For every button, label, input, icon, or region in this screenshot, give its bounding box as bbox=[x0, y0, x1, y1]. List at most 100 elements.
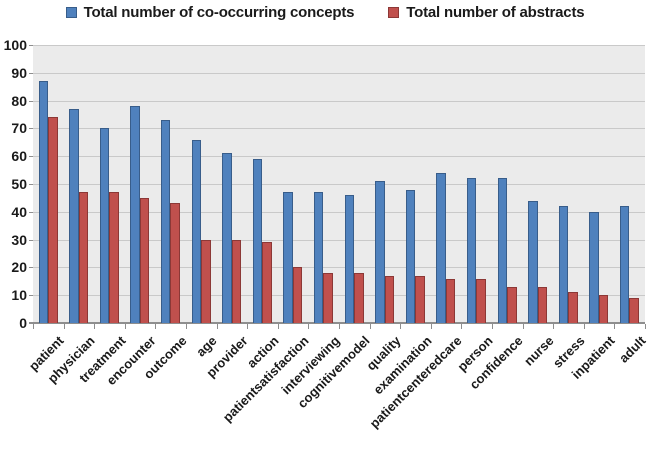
y-tick-label: 40 bbox=[11, 203, 27, 220]
y-axis-tickmark bbox=[29, 156, 33, 158]
gridline bbox=[33, 100, 645, 102]
y-axis-tickmark bbox=[29, 72, 33, 74]
bar-abstracts-interviewing bbox=[323, 272, 333, 323]
bar-concepts-inpatient bbox=[589, 211, 599, 323]
x-axis-tickmark bbox=[247, 324, 249, 329]
y-tick-label: 50 bbox=[11, 176, 27, 192]
bar-concepts-adult bbox=[619, 206, 630, 323]
legend-item-concepts: Total number of co-occurring concepts bbox=[65, 3, 355, 21]
bar-abstracts-age bbox=[201, 239, 211, 323]
bar-abstracts-patientcenteredcare bbox=[445, 278, 456, 323]
bar-abstracts-inpatient bbox=[598, 295, 609, 323]
bar-group-outcome bbox=[155, 45, 186, 323]
x-axis-tickmark bbox=[645, 324, 646, 329]
bar-concepts-outcome bbox=[160, 120, 171, 323]
y-axis-tickmark bbox=[29, 184, 33, 185]
bar-group-person bbox=[461, 45, 492, 323]
bar-concepts-quality bbox=[375, 181, 385, 323]
bar-concepts-treatment bbox=[99, 128, 110, 323]
y-axis-tickmark bbox=[29, 267, 33, 269]
x-axis-tickmark bbox=[430, 324, 432, 329]
x-axis-tickmark bbox=[553, 324, 555, 329]
x-axis-tickmark bbox=[492, 324, 493, 329]
x-axis-tickmark bbox=[614, 324, 616, 329]
y-tick-label: 60 bbox=[11, 148, 27, 165]
bar-group-stress bbox=[553, 45, 584, 323]
y-axis-tickmark bbox=[29, 128, 33, 130]
y-axis-tickmark bbox=[29, 211, 33, 213]
legend-swatch-abstracts-icon bbox=[388, 6, 400, 18]
bar-abstracts-physician bbox=[78, 192, 89, 323]
bar-group-provider bbox=[217, 45, 248, 323]
bar-concepts-nurse bbox=[528, 200, 538, 323]
bar-concepts-patient bbox=[38, 81, 48, 323]
bar-concepts-provider bbox=[222, 153, 232, 323]
bar-group-patient bbox=[33, 45, 64, 323]
gridline bbox=[33, 211, 645, 213]
x-axis-tickmark bbox=[216, 324, 218, 329]
bar-concepts-patientsatisfaction bbox=[283, 192, 293, 323]
bar-group-confidence bbox=[492, 45, 523, 323]
chart-legend: Total number of co-occurring concepts To… bbox=[0, 0, 650, 24]
x-axis-tickmark bbox=[308, 324, 310, 329]
bar-concepts-encounter bbox=[130, 106, 140, 323]
bar-group-age bbox=[186, 45, 217, 323]
bar-group-patientcenteredcare bbox=[431, 45, 462, 323]
plot-area bbox=[29, 45, 645, 324]
x-axis-tickmark bbox=[277, 324, 279, 329]
gridline bbox=[33, 295, 645, 297]
y-tick-label: 20 bbox=[11, 259, 27, 276]
gridline bbox=[33, 72, 645, 74]
bar-abstracts-stress bbox=[568, 292, 578, 323]
bar-abstracts-adult bbox=[629, 297, 639, 323]
y-axis-labels: 0 10 20 30 40 50 60 70 80 90 100 bbox=[0, 38, 27, 330]
bar-group-inpatient bbox=[584, 45, 615, 323]
bar-group-cognitivemodel bbox=[339, 45, 370, 323]
bar-concepts-examination bbox=[405, 189, 416, 323]
legend-swatch-concepts-icon bbox=[65, 6, 77, 18]
gridline bbox=[33, 239, 645, 241]
gridline bbox=[33, 184, 645, 185]
x-axis-tickmark bbox=[583, 324, 585, 329]
x-axis-tickmark bbox=[400, 324, 402, 329]
bar-abstracts-patient bbox=[48, 117, 58, 323]
bar-group-physician bbox=[64, 45, 95, 323]
bar-concepts-physician bbox=[69, 108, 79, 323]
legend-label-concepts: Total number of co-occurring concepts bbox=[83, 3, 355, 21]
bar-group-quality bbox=[370, 45, 401, 323]
y-tick-label: 70 bbox=[11, 120, 27, 137]
x-axis-tickmark bbox=[94, 324, 96, 329]
bar-group-treatment bbox=[94, 45, 125, 323]
x-axis-tickmark bbox=[369, 324, 371, 329]
x-axis-tickmark bbox=[155, 324, 157, 329]
y-tick-label: 0 bbox=[19, 315, 27, 331]
y-tick-label: 30 bbox=[11, 231, 27, 248]
gridline bbox=[33, 156, 645, 158]
bar-abstracts-cognitivemodel bbox=[354, 272, 364, 323]
y-tick-label: 80 bbox=[11, 92, 27, 109]
bar-concepts-stress bbox=[558, 206, 569, 323]
bar-group-adult bbox=[614, 45, 645, 323]
y-axis-tickmark bbox=[29, 100, 33, 102]
bar-group-patientsatisfaction bbox=[278, 45, 309, 323]
bar-abstracts-treatment bbox=[109, 192, 119, 323]
bar-concepts-action bbox=[252, 158, 263, 323]
bar-concepts-age bbox=[191, 139, 201, 323]
bar-abstracts-action bbox=[262, 242, 272, 323]
x-axis-labels: patient physician treatment encounter outcom… bbox=[26, 331, 648, 450]
x-axis-ticks bbox=[33, 324, 646, 329]
y-tick-label: 10 bbox=[11, 287, 27, 304]
gridline bbox=[33, 45, 645, 46]
x-axis-tickmark bbox=[124, 324, 126, 329]
x-axis-tickmark bbox=[63, 324, 65, 329]
bar-concepts-confidence bbox=[497, 178, 507, 323]
bar-group-interviewing bbox=[308, 45, 339, 323]
bar-abstracts-nurse bbox=[537, 286, 548, 323]
x-axis-tickmark bbox=[33, 324, 34, 329]
gridline bbox=[33, 267, 645, 269]
bar-abstracts-confidence bbox=[507, 286, 517, 323]
x-axis-tickmark bbox=[461, 324, 463, 329]
x-axis-tickmark bbox=[339, 324, 340, 329]
y-tick-label: 90 bbox=[11, 64, 27, 81]
